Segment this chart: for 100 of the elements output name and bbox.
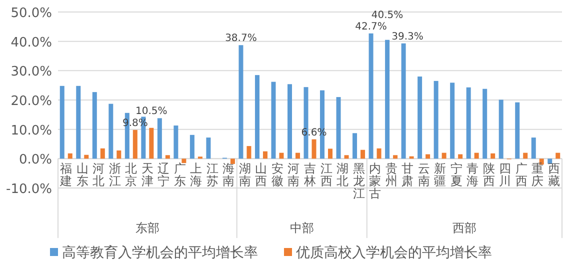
bar <box>401 43 406 159</box>
bar <box>174 126 178 159</box>
x-tick-label: 湖北 <box>336 162 349 188</box>
bar <box>376 148 382 159</box>
bar <box>336 97 341 159</box>
bar <box>466 87 471 159</box>
y-tick-label: 30.0% <box>10 64 52 80</box>
x-tick-label: 重庆 <box>532 162 544 188</box>
x-tick-label: 广东 <box>174 162 186 188</box>
bar <box>76 86 81 159</box>
bar <box>190 134 194 159</box>
x-tick-label: 安徽 <box>271 162 284 188</box>
x-tick-label: 江苏 <box>206 162 218 188</box>
x-tick-label: 山西 <box>255 162 268 188</box>
x-tick-label: 吉林 <box>303 162 316 188</box>
bar <box>132 130 138 159</box>
bar <box>60 86 64 159</box>
y-tick-label: -10.0% <box>6 182 52 197</box>
bar <box>328 148 333 159</box>
data-label: 10.5% <box>136 106 168 117</box>
x-tick-label: 四川 <box>499 162 512 188</box>
x-tick-label: 陕西 <box>482 162 495 188</box>
legend-label: 高等教育入学机会的平均增长率 <box>62 244 258 261</box>
bar <box>458 154 463 159</box>
data-label: 40.5% <box>371 10 404 21</box>
data-label: 38.7% <box>225 33 257 44</box>
x-tick-label: 河北 <box>92 162 105 188</box>
bar <box>418 76 422 159</box>
bar <box>108 104 114 159</box>
x-tick-label: 海南 <box>222 162 235 188</box>
bar <box>246 146 252 159</box>
y-tick-label: 0.0% <box>18 152 52 168</box>
bar <box>360 150 366 159</box>
x-tick-label: 新疆 <box>434 162 446 188</box>
bar <box>238 45 244 159</box>
bar <box>165 155 170 159</box>
bar <box>393 155 398 159</box>
bar <box>287 84 292 159</box>
data-label: 42.7% <box>355 21 387 32</box>
y-tick-label: 10.0% <box>10 123 52 138</box>
x-tick-label: 贵州 <box>385 162 398 188</box>
data-label: 39.3% <box>392 31 424 42</box>
bar <box>262 151 268 159</box>
bar <box>92 92 97 159</box>
bar <box>548 158 552 164</box>
x-tick-label: 宁夏 <box>450 162 462 188</box>
x-tick-label: 黑龙江 <box>352 162 365 201</box>
bar <box>295 152 300 159</box>
bar <box>157 118 162 159</box>
bar <box>450 82 455 159</box>
x-tick-label: 天津 <box>141 162 154 188</box>
bar <box>84 154 89 159</box>
bar <box>434 80 438 159</box>
bar <box>368 33 374 159</box>
y-tick-label: 50.0% <box>10 6 52 21</box>
bar <box>344 155 349 159</box>
bar <box>100 148 105 159</box>
text: 西部 <box>452 221 476 235</box>
bar <box>426 154 430 159</box>
bar <box>182 158 186 164</box>
bar <box>474 152 479 159</box>
x-tick-label: 广西 <box>515 162 528 188</box>
x-tick-label: 内蒙古 <box>369 162 382 201</box>
bar <box>312 139 316 159</box>
bar <box>515 102 520 159</box>
bar <box>149 128 154 159</box>
bar <box>498 100 504 159</box>
y-tick-label: 40.0% <box>10 35 52 50</box>
bar <box>556 152 560 159</box>
bar <box>482 88 488 159</box>
bar <box>523 152 528 159</box>
bar <box>352 133 358 159</box>
x-tick-label: 湖南 <box>238 162 251 188</box>
x-tick-label: 青海 <box>466 162 479 188</box>
x-tick-label: 福建 <box>59 162 72 188</box>
text: 中部 <box>290 221 314 235</box>
bar <box>490 153 496 159</box>
bar <box>254 75 260 159</box>
bar <box>531 138 536 159</box>
x-tick-label: 西藏 <box>548 162 560 188</box>
x-tick-label: 山东 <box>76 162 88 188</box>
bar <box>271 82 276 159</box>
x-tick-label: 上海 <box>190 162 202 188</box>
x-tick-label: 甘肃 <box>402 162 414 188</box>
bar <box>385 40 390 159</box>
x-tick-label: 北京 <box>125 162 138 188</box>
legend-label: 优质高校入学机会的平均增长率 <box>296 245 492 261</box>
bar <box>116 150 122 159</box>
bar <box>206 138 211 159</box>
bar <box>68 153 72 159</box>
text: 东部 <box>135 221 160 235</box>
x-tick-label: 浙江 <box>108 162 121 188</box>
bar <box>279 152 284 159</box>
x-tick-label: 云南 <box>418 162 430 188</box>
bar <box>230 158 235 164</box>
x-tick-label: 江西 <box>320 162 332 188</box>
x-tick-label: 辽宁 <box>158 162 170 188</box>
y-tick-label: 20.0% <box>10 94 52 109</box>
bar <box>442 152 446 159</box>
x-tick-label: 河南 <box>288 162 300 188</box>
